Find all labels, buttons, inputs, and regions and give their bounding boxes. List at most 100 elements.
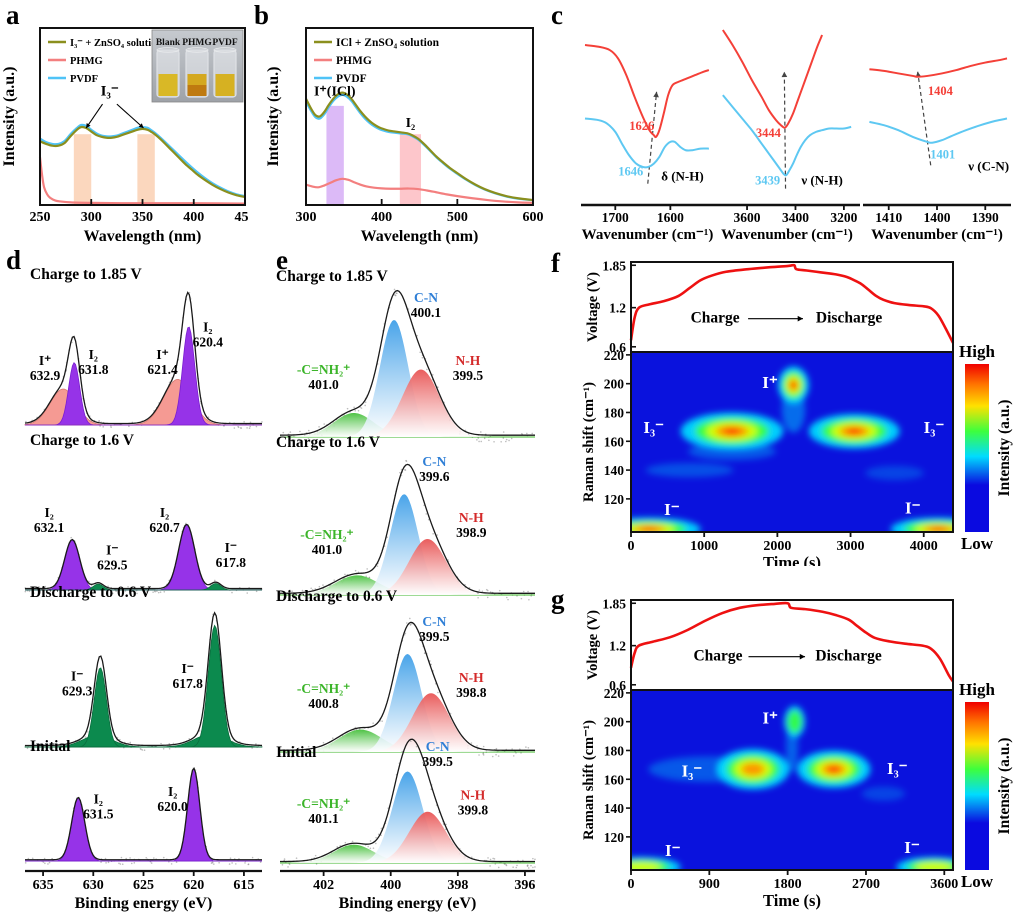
noise-dot [289,589,291,592]
noise-dot [168,742,171,745]
fit-component [24,388,262,426]
v-tick-label: 1.2 [609,639,626,654]
noise-dot [528,598,530,601]
noise-dot [299,430,301,433]
noise-dot [405,622,408,624]
panel-d-chart: Charge to 1.85 VI⁺632.9I₂631.8I⁺621.4I₂6… [24,266,263,912]
panel-e: e Charge to 1.85 V -C=NH₂⁺ 401.0 C-N 400.1 N-… [270,245,540,915]
x-tick-label: 400 [380,878,401,893]
arrow-line [917,71,932,166]
intensity-blob [723,428,741,435]
noise-dot [170,863,173,865]
noise-dot [28,590,31,593]
fit-component [280,729,535,752]
xps-subpanel: Discharge to 0.6 V-C=NH₂⁺400.8C-N399.5N-… [276,588,535,758]
peak-annotation: C-N [422,454,446,469]
legend-label: PHMG [336,55,372,67]
ftir-subpanel: 1626 1646 δ (N-H) 1700 1600 Wavenumber (cm⁻¹) [581,44,714,243]
colorbar-high-label: High [959,680,995,699]
ftir-curve [722,29,824,129]
intensity-blob [827,766,840,773]
peak-annotation: C-N [422,614,446,629]
noise-dot [283,755,286,757]
peak-annotation: I⁻ [71,668,83,683]
noise-dot [42,861,45,863]
noise-dot [510,437,513,440]
noise-dot [129,741,132,744]
noise-dot [289,431,292,433]
noise-dot [395,292,398,295]
peak-annotation: 620.4 [193,334,224,349]
x-tick-label: 350 [132,210,153,225]
noise-dot [312,752,314,754]
x-tick-label: 0 [628,539,635,554]
envelope-line [279,738,535,863]
noise-dot [377,833,380,836]
inset-vial-label: PHMG [182,38,212,48]
fit-component [280,771,535,863]
peak-value-label: 3444 [756,126,782,140]
noise-dot [364,404,366,407]
x-axis-title: Wavelength (nm) [84,228,202,245]
arrow-head [86,123,91,129]
noise-dot [86,730,89,733]
peak-annotation: I₂ [160,505,169,520]
peak-annotation: I₂ [44,505,53,520]
noise-dot [525,746,527,748]
fit-component [280,654,535,752]
annotation: I₂ [406,116,416,131]
highlight-band [73,134,92,205]
noise-dot [249,425,251,428]
noise-dot [532,857,534,860]
vibration-mode-label: δ (N-H) [661,168,704,183]
x-tick-label: 1410 [875,210,902,225]
noise-dot [305,439,307,442]
noise-dot [119,863,122,865]
peak-annotation: 398.8 [456,685,487,700]
noise-dot [133,862,136,864]
x-tick-label: 630 [83,878,104,893]
noise-dot [84,736,87,738]
fit-component [280,693,535,752]
noise-dot [534,858,536,861]
peak-annotation: 399.5 [419,629,450,644]
species-label: I⁻ [665,841,681,860]
r-tick-label: 160 [604,434,625,449]
subpanel-title: Initial [276,744,317,761]
noise-dot [291,756,293,758]
noise-dot [246,592,249,594]
voltage-curve [629,601,955,683]
noise-dot [369,840,372,842]
x-tick-label: 250 [30,210,51,225]
x-tick-label: 900 [699,877,720,892]
noise-dot [229,857,232,860]
noise-dot [40,748,43,751]
panel-g-label: g [551,584,565,614]
noise-dot [48,747,51,750]
peak-annotation: 629.5 [97,558,128,573]
peak-annotation: N-H [459,670,484,685]
legend-label: I₃⁻ + ZnSO₄ solution [70,38,162,49]
noise-dot [375,842,377,845]
noise-dot [534,866,536,868]
x-tick-label: 396 [514,878,535,893]
noise-dot [308,597,310,599]
peak-annotation: C-N [414,290,438,305]
fit-component [280,494,535,595]
raman-axis-title: Raman shift (cm⁻¹) [581,720,597,840]
noise-dot [255,425,258,428]
ftir-curve [869,117,1008,144]
intensity-blob [846,428,862,434]
noise-dot [436,534,439,536]
x-axis: 635 630 625 620 615 [25,869,262,893]
voltage-border [630,261,954,353]
fit-component [280,369,535,437]
x-axis-title: Binding energy (eV) [339,895,477,912]
noise-dot [493,858,496,860]
x-tick-label: 620 [183,878,204,893]
noise-dot [140,748,142,751]
species-label: I⁻ [905,499,921,518]
noise-dot [159,591,162,593]
noise-dot [507,598,509,601]
